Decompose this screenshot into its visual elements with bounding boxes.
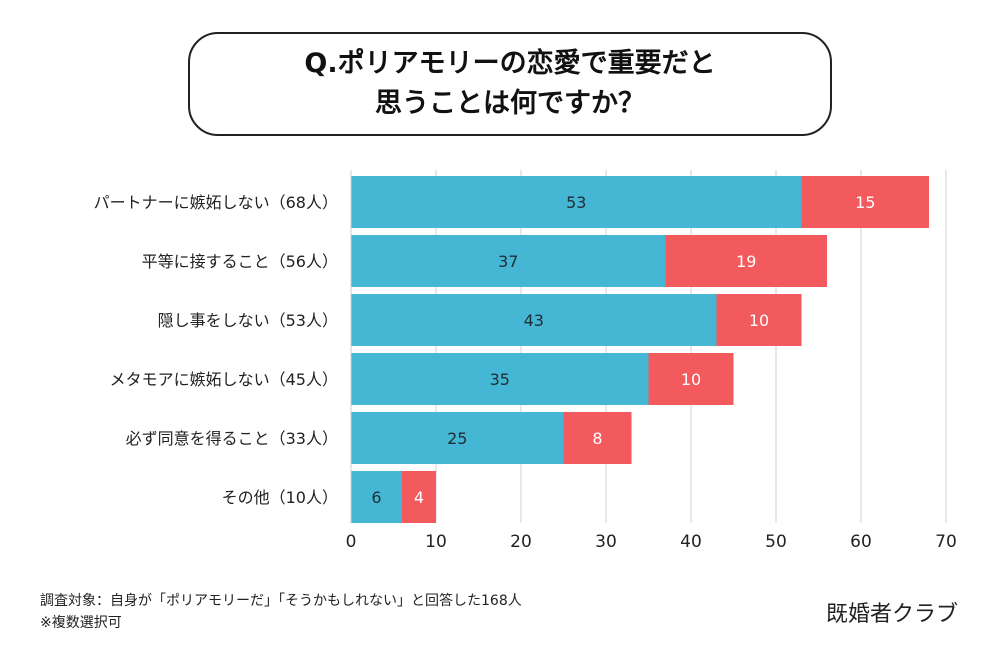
data-label-2-series-0: 43 bbox=[524, 311, 544, 330]
data-label-5-series-1: 4 bbox=[414, 488, 424, 507]
data-label-1-series-1: 19 bbox=[736, 252, 756, 271]
brand-logo-text: 既婚者クラブ bbox=[825, 602, 958, 627]
bar-4-series-0 bbox=[351, 412, 564, 464]
bar-4-series-1 bbox=[563, 412, 632, 464]
data-label-4-series-1: 8 bbox=[592, 429, 602, 448]
data-label-0-series-0: 53 bbox=[566, 193, 586, 212]
bar-1-series-0 bbox=[351, 235, 666, 287]
data-label-5-series-0: 6 bbox=[371, 488, 381, 507]
footnote-survey-target: 調査対象：自身が「ポリアモリーだ」「そうかもしれない」と回答した168人 bbox=[40, 593, 522, 609]
bar-2-series-0 bbox=[351, 294, 717, 346]
bar-3-series-0 bbox=[351, 353, 649, 405]
bar-2-series-1 bbox=[716, 294, 802, 346]
x-tick-label-60: 60 bbox=[850, 532, 872, 552]
x-tick-label-0: 0 bbox=[346, 532, 357, 552]
bar-1-series-1 bbox=[665, 235, 827, 287]
chart-title-box: Q.ポリアモリーの恋愛で重要だと 思うことは何ですか？ bbox=[188, 32, 832, 136]
category-label-1: 平等に接すること（56人） bbox=[142, 252, 338, 271]
data-label-0-series-1: 15 bbox=[855, 193, 875, 212]
category-label-4: 必ず同意を得ること（33人） bbox=[126, 429, 338, 448]
data-label-4-series-0: 25 bbox=[447, 429, 467, 448]
chart-title-line-2: 思うことは何ですか？ bbox=[375, 88, 645, 119]
bar-0-series-0 bbox=[351, 176, 802, 228]
data-label-2-series-1: 10 bbox=[749, 311, 769, 330]
data-label-3-series-1: 10 bbox=[681, 370, 701, 389]
category-label-5: その他（10人） bbox=[222, 488, 338, 507]
category-label-3: メタモアに嫉妬しない（45人） bbox=[110, 370, 338, 389]
bar-5-series-1 bbox=[402, 471, 436, 523]
data-label-1-series-0: 37 bbox=[498, 252, 518, 271]
x-tick-label-40: 40 bbox=[680, 532, 702, 552]
category-label-2: 隠し事をしない（53人） bbox=[158, 311, 338, 330]
data-label-3-series-0: 35 bbox=[490, 370, 510, 389]
x-tick-label-70: 70 bbox=[935, 532, 957, 552]
chart-title-line-1: Q.ポリアモリーの恋愛で重要だと bbox=[304, 48, 716, 79]
x-tick-label-50: 50 bbox=[765, 532, 787, 552]
category-label-0: パートナーに嫉妬しない（68人） bbox=[94, 193, 338, 212]
x-tick-label-20: 20 bbox=[510, 532, 532, 552]
x-tick-label-30: 30 bbox=[595, 532, 617, 552]
bar-3-series-1 bbox=[648, 353, 734, 405]
bar-0-series-1 bbox=[801, 176, 929, 228]
footnote-multiple-choice: ※複数選択可 bbox=[40, 615, 122, 631]
x-tick-label-10: 10 bbox=[425, 532, 447, 552]
bar-5-series-0 bbox=[351, 471, 402, 523]
